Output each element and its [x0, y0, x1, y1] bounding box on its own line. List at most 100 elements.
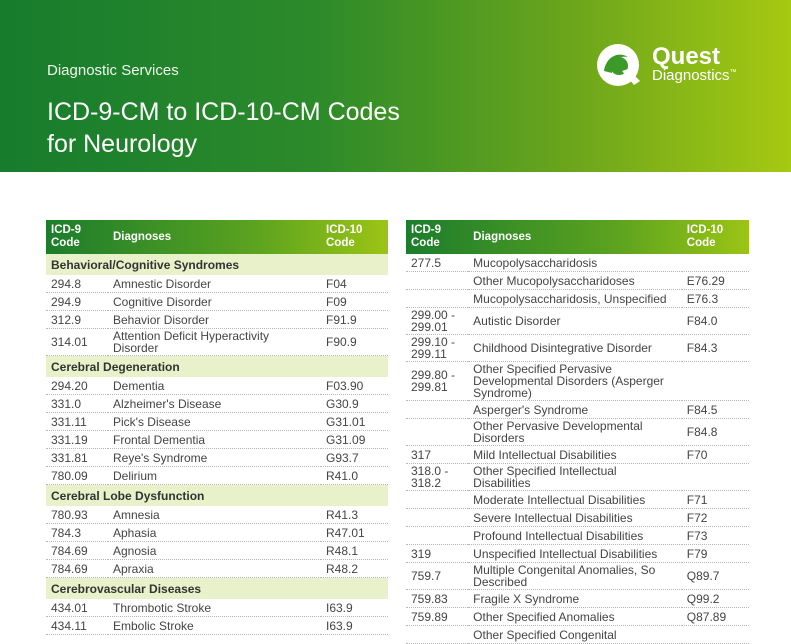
icd9-code-cell: 784.3 [46, 523, 108, 542]
category-row: Cerebral Lobe Dysfunction [46, 484, 388, 506]
table-row: 317 Mild Intellectual Disabilities F70 [406, 445, 749, 464]
table-row: 331.0 Alzheimer's Disease G30.9 [46, 394, 388, 413]
col-header-icd10: ICD-10 Code [326, 224, 363, 249]
table-row: Profound Intellectual Disabilities F73 [406, 526, 749, 545]
table-row: 331.19 Frontal Dementia G31.09 [46, 430, 388, 449]
table-row: 314.01 Attention Deficit Hyperactivity Di… [46, 328, 388, 356]
title-line-2: for Neurology [47, 130, 198, 158]
icd9-code-cell: 434.11 [46, 616, 108, 635]
icd9-code-cell: 759.89 [406, 607, 469, 626]
table-row: Other Mucopolysaccharidoses E76.29 [406, 271, 749, 290]
icd9-code-cell [406, 418, 469, 446]
icd9-code-cell: 331.81 [46, 448, 108, 467]
codes-table-right: ICD-9 Code Diagnoses ICD-10 Code 277.5 Mu… [406, 220, 749, 644]
table-row: 277.5 Mucopolysaccharidosis [406, 254, 749, 272]
diagnosis-cell: Embolic Stroke [108, 616, 321, 635]
diagnosis-cell: Mucopolysaccharidosis [468, 254, 682, 272]
table-row: 331.11 Pick's Disease G31.01 [46, 412, 388, 431]
logo-subtitle: Diagnostics™ [652, 67, 737, 84]
page-title: ICD-9-CM to ICD-10-CM Codes for Neurolog… [47, 96, 400, 160]
diagnosis-cell: Other Pervasive Developmental Disorders [468, 418, 682, 446]
icd9-code-cell: 331.0 [46, 394, 108, 413]
col-header-icd9: ICD-9 Code [51, 224, 82, 249]
icd9-code-cell: 299.10 - 299.11 [406, 334, 469, 362]
diagnosis-cell: Thrombotic Stroke [108, 599, 321, 617]
icd9-code-cell [406, 625, 469, 644]
icd10-code-cell: R48.1 [321, 541, 388, 560]
logo-wordmark: Quest [652, 43, 721, 70]
table-row: 759.7 Multiple Congenital Anomalies, So D… [406, 562, 749, 590]
col-header-diagnoses: Diagnoses [113, 230, 172, 243]
icd9-code-cell: 759.7 [406, 562, 469, 590]
table-header-row: ICD-9 Code Diagnoses ICD-10 Code [406, 220, 749, 254]
icd9-code-cell: 277.5 [406, 254, 469, 272]
icd10-code-cell: R41.0 [321, 466, 388, 485]
quest-q-logo-icon [597, 44, 640, 86]
overline: Diagnostic Services [47, 62, 179, 79]
col-header-diagnoses: Diagnoses [473, 230, 532, 243]
icd10-code-cell: G30.9 [321, 394, 388, 413]
diagnosis-cell: Reye's Syndrome [108, 448, 321, 467]
table-row: Mucopolysaccharidosis, Unspecified E76.3 [406, 289, 749, 308]
diagnosis-cell: Multiple Congenital Anomalies, So Descri… [468, 562, 682, 590]
table-row: 331.81 Reye's Syndrome G93.7 [46, 448, 388, 467]
icd10-code-cell: I63.9 [321, 616, 388, 635]
header-banner: Diagnostic Services ICD-9-CM to ICD-10-C… [0, 0, 791, 172]
table-row: 299.80 - 299.81 Other Specified Pervasive… [406, 361, 749, 401]
icd10-code-cell [681, 254, 749, 272]
icd10-code-cell: I63.9 [321, 599, 388, 617]
icd10-code-cell: F09 [321, 292, 388, 311]
diagnosis-cell: Pick's Disease [108, 412, 321, 431]
icd10-code-cell: F03.90 [321, 377, 388, 395]
table-row: 784.3 Aphasia R47.01 [46, 523, 388, 542]
diagnosis-cell: Childhood Disintegrative Disorder [468, 334, 682, 362]
icd10-code-cell: R47.01 [321, 523, 388, 542]
icd9-code-cell: 299.80 - 299.81 [406, 361, 469, 401]
icd9-code-cell: 317 [406, 445, 469, 464]
icd10-code-cell: Q87.89 [681, 607, 749, 626]
icd9-code-cell [406, 526, 469, 545]
icd10-code-cell [681, 463, 749, 491]
diagnosis-cell: Cognitive Disorder [108, 292, 321, 311]
diagnosis-cell: Profound Intellectual Disabilities [468, 526, 682, 545]
diagnosis-cell: Asperger's Syndrome [468, 400, 682, 419]
icd10-code-cell: F84.0 [681, 307, 749, 335]
table-row: 299.10 - 299.11 Childhood Disintegrative … [406, 334, 749, 362]
category-label: Behavioral/Cognitive Syndromes [46, 254, 388, 275]
table-row: Asperger's Syndrome F84.5 [406, 400, 749, 419]
icd10-code-cell: F70 [681, 445, 749, 464]
icd10-code-cell: F84.5 [681, 400, 749, 419]
icd9-code-cell: 780.09 [46, 466, 108, 485]
icd10-code-cell: R41.3 [321, 506, 388, 524]
diagnosis-cell: Agnosia [108, 541, 321, 560]
category-label: Cerebral Lobe Dysfunction [46, 484, 388, 506]
icd10-code-cell: Q89.7 [681, 562, 749, 590]
icd9-code-cell [406, 490, 469, 509]
icd9-code-cell [406, 508, 469, 527]
icd9-code-cell: 759.83 [406, 589, 469, 608]
icd9-code-cell: 299.00 - 299.01 [406, 307, 469, 335]
diagnosis-cell: Other Specified Anomalies [468, 607, 682, 626]
diagnosis-cell: Other Specified Congenital [468, 625, 682, 644]
icd9-code-cell: 784.69 [46, 559, 108, 578]
icd10-code-cell: Q99.2 [681, 589, 749, 608]
diagnosis-cell: Apraxia [108, 559, 321, 578]
icd9-code-cell: 319 [406, 544, 469, 563]
icd9-code-cell: 314.01 [46, 328, 108, 356]
table-row: 784.69 Apraxia R48.2 [46, 559, 388, 578]
category-row: Cerebrovascular Diseases [46, 577, 388, 599]
table-row: 784.69 Agnosia R48.1 [46, 541, 388, 560]
icd9-code-cell [406, 271, 469, 290]
icd9-code-cell: 294.8 [46, 275, 108, 293]
table-row: Moderate Intellectual Disabilities F71 [406, 490, 749, 509]
category-label: Cerebrovascular Diseases [46, 577, 388, 599]
icd9-code-cell: 294.9 [46, 292, 108, 311]
table-row: 759.83 Fragile X Syndrome Q99.2 [406, 589, 749, 608]
icd10-code-cell: F91.9 [321, 310, 388, 329]
diagnosis-cell: Moderate Intellectual Disabilities [468, 490, 682, 509]
icd10-code-cell: F04 [321, 275, 388, 293]
diagnosis-cell: Other Specified Intellectual Disabilitie… [468, 463, 682, 491]
col-header-icd9: ICD-9 Code [411, 224, 442, 249]
icd10-code-cell: F79 [681, 544, 749, 563]
table-row: 294.9 Cognitive Disorder F09 [46, 292, 388, 311]
